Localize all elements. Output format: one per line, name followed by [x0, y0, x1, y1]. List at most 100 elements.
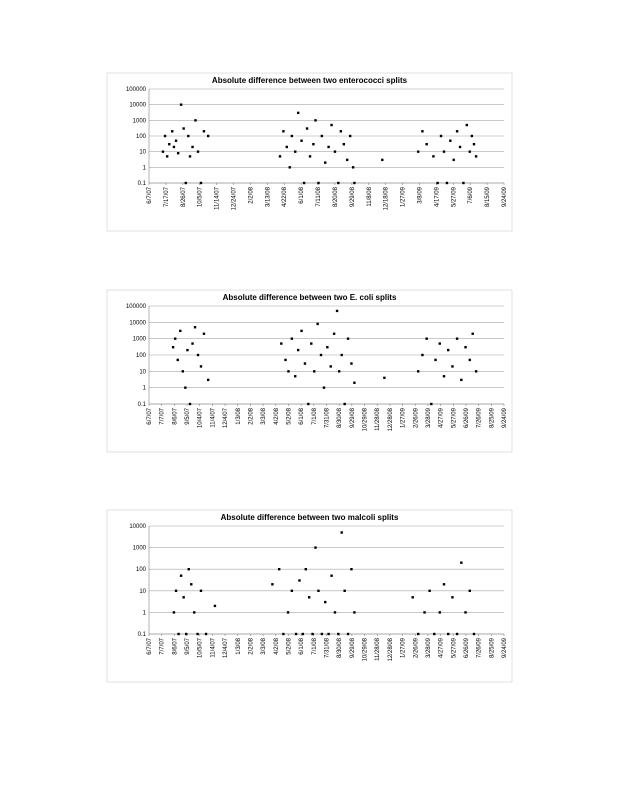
x-tick-label: 9/24/09 [502, 637, 508, 658]
point [350, 362, 353, 365]
point [300, 329, 303, 333]
x-tick-label: 6/1/08 [299, 186, 305, 203]
chart: Absolute difference between two E. coli … [106, 289, 513, 453]
x-tick-label: 3/8/09 [417, 186, 423, 203]
x-tick-label: 7/6/09 [468, 186, 474, 203]
x-tick-label: 8/6/07 [172, 637, 178, 654]
x-tick-label: 4/17/09 [434, 186, 440, 207]
point [326, 346, 329, 349]
point [343, 589, 346, 592]
point [434, 358, 437, 362]
x-tick-label: 6/26/09 [464, 407, 470, 428]
point [438, 342, 441, 345]
x-tick-label: 7/31/08 [325, 407, 331, 428]
point [436, 181, 439, 185]
point [294, 375, 297, 378]
chart-frame [106, 509, 513, 683]
point [179, 329, 182, 333]
point [184, 386, 187, 389]
y-tick-label: 10000 [129, 524, 146, 530]
point [430, 402, 433, 406]
point [447, 348, 450, 352]
x-tick-label: 5/2/08 [286, 407, 292, 424]
x-tick-label: 7/26/09 [477, 407, 483, 428]
point [428, 589, 431, 592]
x-tick-label: 7/1/08 [312, 407, 318, 424]
point [290, 589, 294, 592]
x-tick-label: 9/5/07 [185, 637, 191, 654]
x-tick-label: 8/20/08 [333, 186, 339, 207]
y-tick-label: 1000 [133, 118, 147, 124]
y-tick-label: 100000 [126, 87, 147, 93]
point [330, 123, 333, 127]
x-tick-label: 11/28/08 [375, 407, 381, 431]
point [199, 181, 203, 185]
point [351, 166, 355, 169]
chart-title: Absolute difference between two E. coli … [223, 293, 397, 302]
x-tick-label: 9/29/08 [350, 186, 356, 207]
point [290, 134, 294, 138]
point [206, 134, 210, 138]
point [188, 402, 192, 406]
x-tick-label: 6/7/07 [147, 407, 153, 424]
chart: Absolute difference between two malcoli … [106, 509, 513, 683]
point [190, 583, 193, 586]
x-tick-label: 11/4/07 [210, 637, 216, 657]
point [317, 589, 320, 592]
point [425, 142, 428, 146]
point [187, 134, 190, 138]
point [421, 353, 424, 357]
point [294, 150, 297, 153]
point [445, 181, 449, 185]
y-tick-label: 1 [143, 386, 147, 392]
point [191, 145, 194, 149]
y-tick-label: 10 [139, 150, 146, 156]
point [302, 181, 306, 185]
point [163, 134, 167, 138]
point [296, 111, 300, 115]
point [213, 604, 217, 608]
point [187, 568, 190, 571]
point [447, 632, 450, 636]
point [455, 632, 459, 636]
point [329, 365, 332, 368]
point [174, 337, 177, 340]
point [346, 337, 350, 340]
point [465, 123, 469, 127]
point [204, 632, 208, 636]
point [439, 134, 443, 138]
point [346, 158, 349, 162]
y-tick-label: 100 [136, 567, 147, 573]
point [161, 150, 165, 153]
x-tick-label: 2/2/08 [248, 186, 254, 203]
point [199, 365, 203, 368]
x-tick-label: 7/17/07 [164, 186, 170, 207]
y-tick-label: 1000 [133, 337, 147, 343]
point [277, 568, 281, 571]
point [438, 611, 441, 614]
point [460, 378, 463, 382]
x-tick-label: 12/24/07 [232, 186, 238, 210]
y-tick-label: 100000 [126, 304, 147, 310]
point [468, 150, 471, 153]
x-tick-label: 7/7/07 [160, 407, 166, 424]
point [271, 583, 274, 586]
x-tick-label: 2/26/09 [413, 407, 419, 428]
y-tick-label: 10000 [129, 103, 146, 109]
point [294, 632, 298, 636]
x-tick-label: 7/31/08 [325, 637, 331, 658]
x-tick-label: 4/2/08 [274, 407, 280, 424]
x-tick-label: 8/30/08 [337, 407, 343, 428]
point [327, 145, 330, 149]
point [327, 632, 330, 636]
point [333, 150, 337, 153]
point [320, 632, 324, 636]
point [332, 332, 336, 335]
x-tick-label: 1/27/09 [401, 407, 407, 428]
x-tick-label: 11/4/07 [210, 407, 216, 427]
x-tick-label: 2/2/08 [248, 637, 254, 654]
point [184, 181, 187, 185]
point [472, 632, 476, 636]
x-tick-label: 5/2/08 [286, 637, 292, 654]
x-tick-label: 6/1/08 [299, 637, 305, 654]
